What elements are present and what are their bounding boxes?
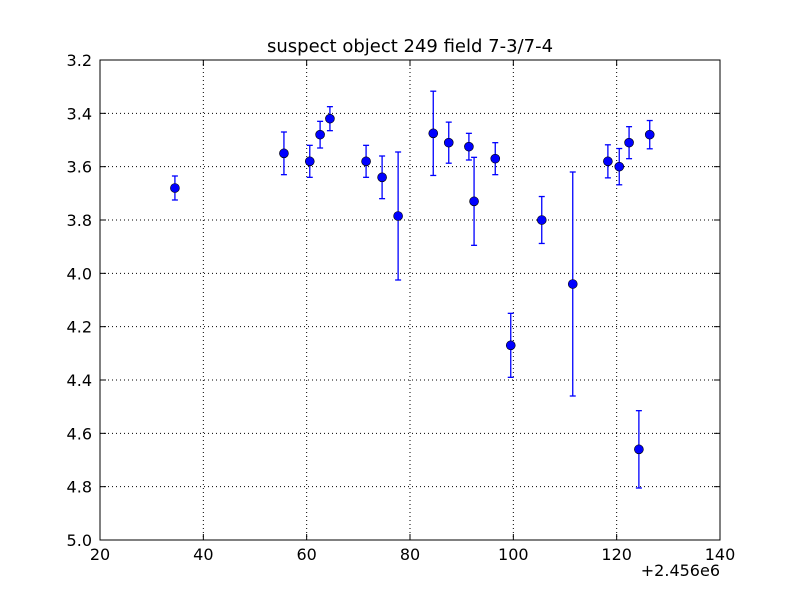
y-tick-label: 3.2	[67, 51, 92, 70]
point	[490, 153, 501, 164]
point	[279, 148, 289, 159]
y-tick-label: 3.4	[67, 104, 92, 123]
chart-title: suspect object 249 field 7-3/7-4	[267, 36, 553, 57]
point	[443, 137, 454, 148]
x-tick-label: 20	[90, 545, 110, 564]
x-tick-label: 100	[498, 545, 529, 564]
point	[170, 183, 180, 193]
point	[603, 156, 613, 167]
point	[428, 128, 439, 139]
x-tick-label: 60	[296, 545, 316, 564]
x-tick-label: 80	[400, 545, 420, 564]
point	[536, 215, 547, 225]
point	[624, 137, 634, 148]
y-tick-label: 4.2	[67, 318, 92, 337]
y-tick-label: 3.8	[67, 211, 92, 230]
point	[361, 156, 371, 167]
point	[469, 196, 479, 207]
y-tick-label: 3.6	[67, 158, 92, 177]
y-tick-label: 4.0	[67, 264, 92, 283]
point	[567, 279, 578, 289]
point	[325, 113, 335, 124]
point	[644, 129, 655, 140]
x-tick-label: 140	[705, 545, 736, 564]
plot-frame	[99, 59, 721, 541]
x-tick-label: 120	[601, 545, 632, 564]
point	[614, 161, 625, 172]
x-offset-label: +2.456e6	[641, 561, 720, 580]
point	[377, 172, 387, 183]
point	[634, 444, 644, 455]
point	[304, 156, 315, 167]
point	[505, 340, 516, 351]
point	[393, 211, 403, 221]
y-tick-label: 4.6	[67, 424, 92, 443]
point	[315, 129, 325, 140]
point	[464, 141, 474, 152]
y-tick-label: 4.4	[67, 371, 92, 390]
y-tick-label: 4.8	[67, 478, 92, 497]
x-tick-label: 40	[193, 545, 213, 564]
y-tick-label: 5.0	[67, 531, 92, 550]
